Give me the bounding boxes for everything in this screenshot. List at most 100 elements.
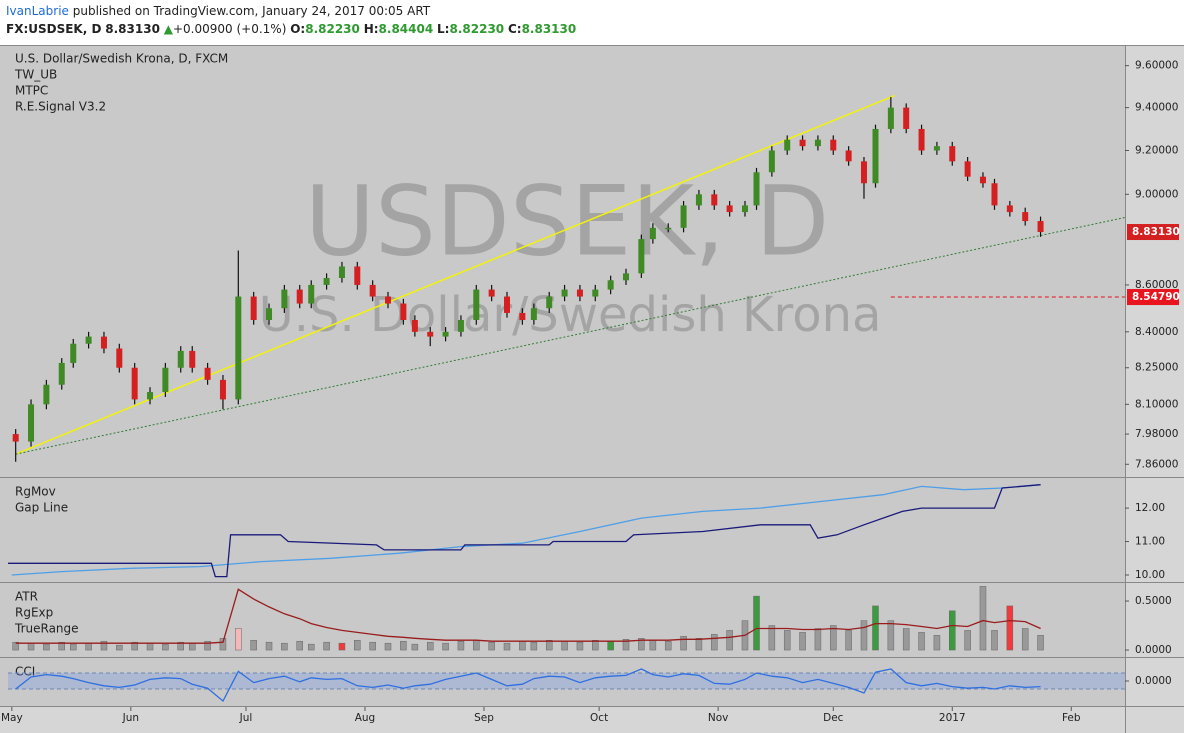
candle-body	[369, 284, 376, 297]
bar	[85, 642, 92, 651]
watermark: USDSEK, D	[305, 165, 830, 277]
bar	[1021, 628, 1029, 651]
axis-background	[1125, 45, 1184, 477]
header: IvanLabrie published on TradingView.com,…	[6, 2, 576, 38]
y-tick-label: 9.40000	[1135, 102, 1178, 114]
candle-body	[918, 128, 925, 151]
x-tick-label: Jun	[122, 712, 139, 724]
candle-body	[1022, 212, 1029, 222]
indicator-label: ATR	[15, 590, 38, 604]
candle-body	[400, 303, 407, 321]
candle-body	[622, 273, 629, 281]
bar	[281, 642, 288, 651]
candle-body	[43, 384, 50, 405]
candle-body	[768, 150, 775, 173]
candle-body	[58, 362, 65, 385]
series-line	[11, 484, 1041, 576]
bar	[400, 640, 407, 651]
bar	[70, 643, 77, 651]
x-tick-label: Oct	[590, 712, 608, 724]
candle-body	[799, 139, 806, 147]
candle-body	[933, 146, 940, 151]
price-line-label: 8.54790	[1132, 291, 1180, 303]
bar	[638, 638, 645, 651]
candle-body	[1006, 205, 1013, 213]
bar	[622, 639, 630, 651]
bar	[979, 586, 987, 651]
quote-line: FX:USDSEK, D 8.83130 ▲+0.00900 (+0.1%) O…	[6, 20, 576, 38]
price: 8.83130	[105, 22, 160, 36]
bar	[607, 640, 614, 651]
x-tick-label: Feb	[1062, 712, 1081, 724]
candle-body	[814, 139, 821, 147]
bar	[307, 643, 315, 651]
bar	[473, 639, 480, 651]
bar	[649, 639, 657, 651]
candle-body	[189, 350, 196, 368]
candle-body	[235, 296, 242, 400]
candle-body	[592, 289, 599, 297]
candle-body	[546, 296, 553, 309]
x-tick-label: Aug	[355, 712, 376, 724]
y-tick-label: 7.86000	[1135, 458, 1178, 470]
publish-line: IvanLabrie published on TradingView.com,…	[6, 2, 576, 20]
bar	[100, 640, 108, 651]
candle-body	[741, 205, 748, 213]
bar	[860, 620, 868, 651]
bar	[12, 641, 19, 651]
watermark: U.S. Dollar/Swedish Krona	[259, 287, 882, 343]
bar	[442, 642, 449, 651]
change: +0.00900 (+0.1%)	[172, 22, 287, 36]
candle-body	[665, 227, 672, 230]
x-tick-label: Sep	[474, 712, 494, 724]
candle-body	[872, 128, 879, 184]
bar	[576, 641, 584, 651]
y-tick-label: 8.60000	[1135, 279, 1178, 291]
bar	[188, 642, 196, 651]
candle-body	[695, 194, 702, 206]
bar	[545, 639, 553, 651]
candle-body	[845, 150, 852, 162]
candle-body	[607, 280, 614, 290]
candle-body	[427, 331, 434, 337]
indicator-line	[15, 588, 1041, 644]
bar	[146, 642, 154, 651]
candle-body	[457, 320, 464, 332]
candle-body	[576, 289, 583, 297]
panel-background	[0, 478, 1125, 582]
candle-body	[266, 308, 273, 321]
candle-body	[473, 289, 480, 321]
y-tick-label: 7.98000	[1135, 428, 1178, 440]
candle-body	[177, 350, 184, 368]
bar	[845, 630, 852, 651]
y-tick-label: 8.25000	[1135, 362, 1178, 374]
candle-body	[979, 176, 986, 184]
candle-body	[680, 205, 687, 228]
bar	[369, 641, 376, 651]
bar	[872, 605, 879, 651]
bar	[711, 634, 718, 651]
candle-body	[964, 161, 971, 177]
bar	[964, 630, 971, 651]
candle-body	[323, 277, 330, 285]
candle-body	[28, 404, 35, 442]
bar	[250, 639, 257, 651]
bar	[457, 640, 465, 651]
bar	[354, 639, 361, 651]
trend-line	[15, 94, 895, 455]
bar	[726, 630, 733, 651]
candle-body	[949, 146, 956, 162]
bar	[1006, 605, 1014, 651]
candle-body	[1037, 221, 1044, 233]
ohlc-value: 8.82230	[449, 22, 505, 36]
bar	[783, 630, 791, 651]
bar	[296, 640, 303, 651]
bar	[902, 628, 910, 651]
bar	[323, 641, 330, 651]
author[interactable]: IvanLabrie	[6, 4, 69, 18]
candle-body	[903, 107, 910, 129]
indicator-label: R.E.Signal V3.2	[15, 100, 106, 114]
published: published on TradingView.com, January 24…	[72, 4, 431, 18]
bar	[1037, 635, 1044, 651]
